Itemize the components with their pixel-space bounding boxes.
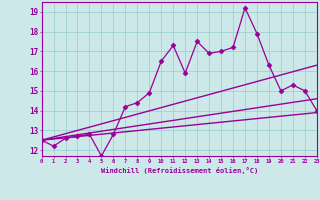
- X-axis label: Windchill (Refroidissement éolien,°C): Windchill (Refroidissement éolien,°C): [100, 167, 258, 174]
